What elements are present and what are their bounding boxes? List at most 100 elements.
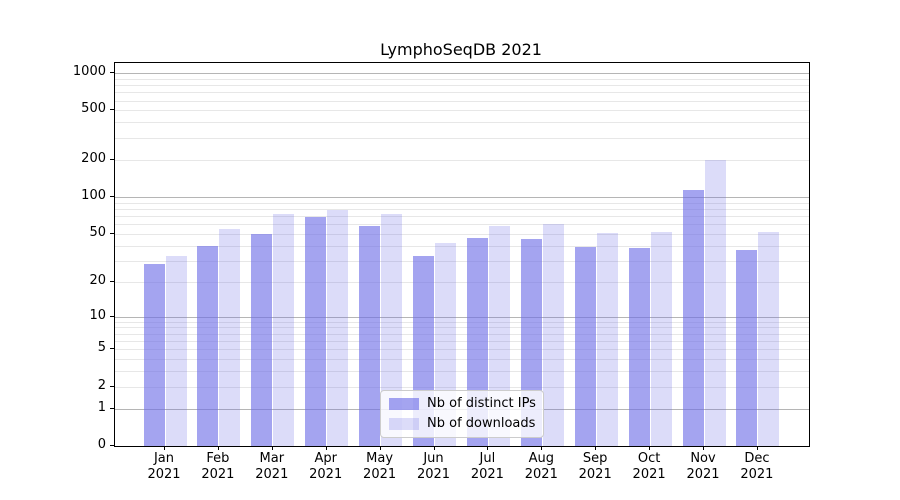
- gridline-minor: [115, 333, 809, 335]
- legend-item: Nb of downloads: [389, 416, 535, 431]
- legend-swatch-distinct-ips: [389, 397, 419, 410]
- y-tick-mark: [110, 72, 114, 73]
- y-tick-mark: [110, 445, 114, 446]
- bar-downloads: [704, 160, 726, 446]
- y-tick-mark: [110, 407, 114, 409]
- bar-downloads: [650, 231, 672, 446]
- bar-distinct-ips: [628, 248, 650, 446]
- x-tick-label: Sep 2021: [578, 451, 612, 482]
- legend-item: Nb of distinct IPs: [389, 396, 536, 411]
- legend: Nb of distinct IPs Nb of downloads: [380, 390, 544, 438]
- bar-distinct-ips: [359, 225, 381, 446]
- x-tick-mark: [164, 446, 165, 450]
- gridline-minor: [115, 215, 809, 217]
- x-tick-label: Oct 2021: [632, 451, 666, 482]
- y-tick-mark: [110, 315, 114, 317]
- y-tick-mark: [110, 348, 114, 350]
- y-tick-label: 1: [97, 399, 106, 415]
- x-tick-mark: [325, 446, 327, 450]
- gridline-major: [115, 316, 809, 318]
- x-tick-mark: [217, 446, 219, 450]
- gridline-minor: [115, 85, 809, 87]
- x-tick-mark: [433, 446, 435, 450]
- y-tick-mark: [110, 280, 114, 282]
- x-tick-label: Feb 2021: [201, 451, 235, 482]
- x-tick-mark: [541, 446, 543, 450]
- y-tick-mark: [110, 385, 114, 387]
- bar-downloads: [219, 228, 241, 446]
- legend-label: Nb of downloads: [427, 416, 536, 431]
- gridline-minor: [115, 245, 809, 247]
- y-tick-label: 1000: [72, 64, 106, 79]
- gridline-minor: [115, 371, 809, 373]
- x-tick-label: Jun 2021: [416, 451, 451, 482]
- bar-distinct-ips: [682, 190, 704, 446]
- gridline-minor: [115, 208, 809, 210]
- gridline-minor: [115, 78, 809, 80]
- gridline-minor: [115, 359, 809, 361]
- bar-downloads: [273, 213, 295, 446]
- x-tick-mark: [595, 446, 597, 450]
- y-tick-label: 200: [81, 150, 106, 166]
- bar-distinct-ips: [251, 233, 273, 446]
- y-tick-mark: [110, 232, 114, 234]
- x-tick-label: Dec 2021: [740, 451, 774, 482]
- gridline-minor: [115, 233, 809, 235]
- gridline-minor: [115, 122, 809, 124]
- y-tick-label: 5: [97, 340, 106, 356]
- x-tick-label: Aug 2021: [524, 451, 558, 482]
- gridline-minor: [115, 110, 809, 112]
- gridline-minor: [115, 137, 809, 139]
- gridline-major: [115, 196, 809, 198]
- y-tick-mark: [110, 195, 114, 197]
- bar-downloads: [542, 224, 564, 446]
- x-tick-mark: [487, 446, 489, 450]
- gridline-minor: [115, 159, 809, 161]
- gridline-minor: [115, 92, 809, 94]
- gridline-minor: [115, 349, 809, 351]
- y-tick-label: 20: [89, 272, 106, 288]
- y-tick-label: 0: [97, 437, 106, 452]
- x-tick-label: Apr 2021: [309, 451, 343, 482]
- bar-downloads: [327, 210, 349, 446]
- x-tick-label: Mar 2021: [255, 451, 289, 482]
- y-tick-label: 100: [81, 187, 106, 203]
- gridline-minor: [115, 100, 809, 102]
- gridline-minor: [115, 281, 809, 283]
- x-tick-mark: [703, 446, 704, 450]
- gridline-minor: [115, 321, 809, 323]
- gridline-major: [115, 73, 809, 74]
- x-tick-mark: [271, 446, 273, 450]
- y-tick-label: 500: [81, 101, 106, 117]
- bar-distinct-ips: [143, 264, 165, 446]
- legend-swatch-downloads: [389, 417, 419, 430]
- x-tick-mark: [379, 446, 381, 450]
- x-tick-mark: [649, 446, 651, 450]
- gridline-minor: [115, 341, 809, 342]
- bar-distinct-ips: [736, 249, 758, 446]
- bar-distinct-ips: [305, 216, 327, 446]
- chart-title: LymphoSeqDB 2021: [380, 40, 542, 59]
- y-tick-label: 2: [97, 377, 106, 393]
- bar-downloads: [758, 231, 780, 446]
- gridline-minor: [115, 327, 809, 329]
- x-tick-label: Jul 2021: [470, 451, 504, 482]
- gridline-minor: [115, 386, 809, 388]
- y-tick-mark: [110, 158, 114, 160]
- x-tick-mark: [756, 446, 758, 450]
- gridline-minor: [115, 224, 809, 226]
- y-tick-label: 50: [89, 224, 106, 240]
- x-tick-label: Jan 2021: [147, 451, 181, 482]
- legend-label: Nb of distinct IPs: [427, 396, 536, 411]
- y-tick-mark: [110, 109, 114, 111]
- gridline-minor: [115, 202, 809, 204]
- x-tick-label: Nov 2021: [686, 451, 720, 482]
- gridline-minor: [115, 260, 809, 262]
- bar-distinct-ips: [574, 246, 596, 446]
- y-tick-label: 10: [89, 307, 106, 323]
- x-tick-label: May 2021: [363, 451, 397, 482]
- bar-downloads: [165, 255, 187, 446]
- bar-distinct-ips: [197, 245, 219, 446]
- bar-downloads: [596, 232, 618, 446]
